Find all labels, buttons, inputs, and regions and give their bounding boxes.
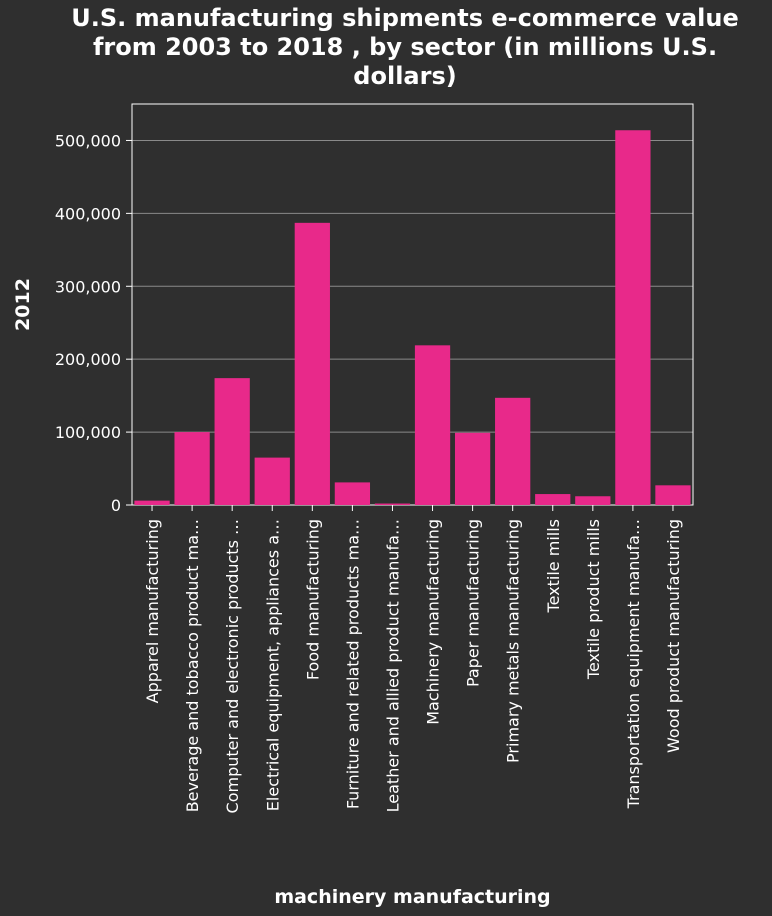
x-tick-label: Furniture and related products ma… [343,519,362,809]
x-tick-label: Primary metals manufacturing [504,519,523,763]
bar[interactable] [134,500,170,505]
y-tick-label: 200,000 [55,350,121,369]
bar[interactable] [254,457,290,505]
y-tick-label: 300,000 [55,277,121,296]
plot-frame [131,103,694,506]
y-tick-label: 500,000 [55,131,121,150]
x-tick-label: Textile product mills [584,519,603,680]
bar[interactable] [615,130,651,506]
bar[interactable] [495,397,531,505]
x-tick-label: Textile mills [544,519,563,613]
x-tick-label: Apparel manufacturing [143,519,162,703]
bar[interactable] [374,503,411,505]
x-tick-label: Wood product manufacturing [664,519,683,753]
x-tick-label: Machinery manufacturing [424,519,443,725]
bar[interactable] [655,485,691,505]
bar[interactable] [535,494,571,505]
bar[interactable] [294,222,330,506]
y-tick-label: 100,000 [55,423,121,442]
x-tick-label: Computer and electronic products … [223,519,242,813]
bar[interactable] [454,432,491,505]
y-tick-label: 0 [111,496,121,515]
chart-title: U.S. manufacturing shipments e-commerce … [71,4,739,90]
x-axis-label: machinery manufacturing [274,886,550,908]
y-axis-label: 2012 [12,278,34,331]
x-tick-label: Electrical equipment, appliances a… [263,519,282,811]
x-tick-label: Transportation equipment manufa… [624,519,643,809]
bar[interactable] [414,345,451,505]
x-tick-label: Paper manufacturing [464,519,483,687]
x-tick-label: Leather and allied product manufa… [383,519,402,812]
bar[interactable] [174,432,210,505]
bar[interactable] [334,482,371,505]
bar[interactable] [575,496,611,505]
x-tick-label: Beverage and tobacco product ma… [183,519,202,812]
bar[interactable] [214,378,250,505]
x-tick-label: Food manufacturing [303,519,322,680]
y-tick-label: 400,000 [55,204,121,223]
